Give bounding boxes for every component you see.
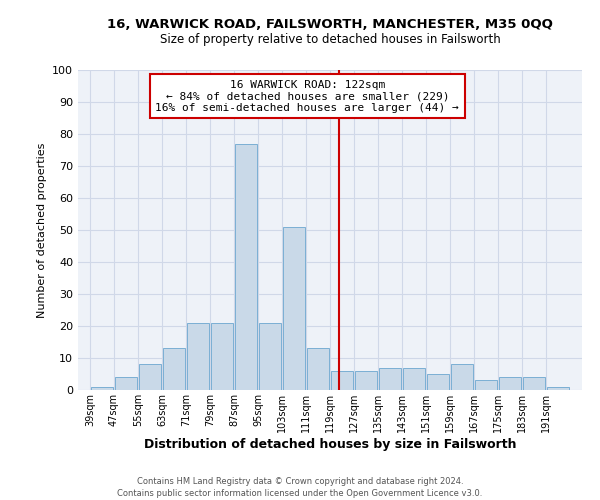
Bar [379, 368, 401, 390]
Bar [427, 374, 449, 390]
Text: 16, WARWICK ROAD, FAILSWORTH, MANCHESTER, M35 0QQ: 16, WARWICK ROAD, FAILSWORTH, MANCHESTER… [107, 18, 553, 30]
Text: Size of property relative to detached houses in Failsworth: Size of property relative to detached ho… [160, 32, 500, 46]
Bar [547, 387, 569, 390]
Bar [139, 364, 161, 390]
Text: 16 WARWICK ROAD: 122sqm
← 84% of detached houses are smaller (229)
16% of semi-d: 16 WARWICK ROAD: 122sqm ← 84% of detache… [155, 80, 459, 113]
Bar [355, 371, 377, 390]
Bar [475, 380, 497, 390]
Bar [115, 377, 137, 390]
Bar [283, 227, 305, 390]
Bar [307, 348, 329, 390]
Bar [331, 371, 353, 390]
Bar [403, 368, 425, 390]
Bar [523, 377, 545, 390]
Y-axis label: Number of detached properties: Number of detached properties [37, 142, 47, 318]
Text: Contains public sector information licensed under the Open Government Licence v3: Contains public sector information licen… [118, 489, 482, 498]
Bar [499, 377, 521, 390]
Bar [451, 364, 473, 390]
Bar [187, 323, 209, 390]
Bar [235, 144, 257, 390]
Bar [211, 323, 233, 390]
Bar [163, 348, 185, 390]
Bar [259, 323, 281, 390]
X-axis label: Distribution of detached houses by size in Failsworth: Distribution of detached houses by size … [144, 438, 516, 450]
Bar [91, 387, 113, 390]
Text: Contains HM Land Registry data © Crown copyright and database right 2024.: Contains HM Land Registry data © Crown c… [137, 478, 463, 486]
